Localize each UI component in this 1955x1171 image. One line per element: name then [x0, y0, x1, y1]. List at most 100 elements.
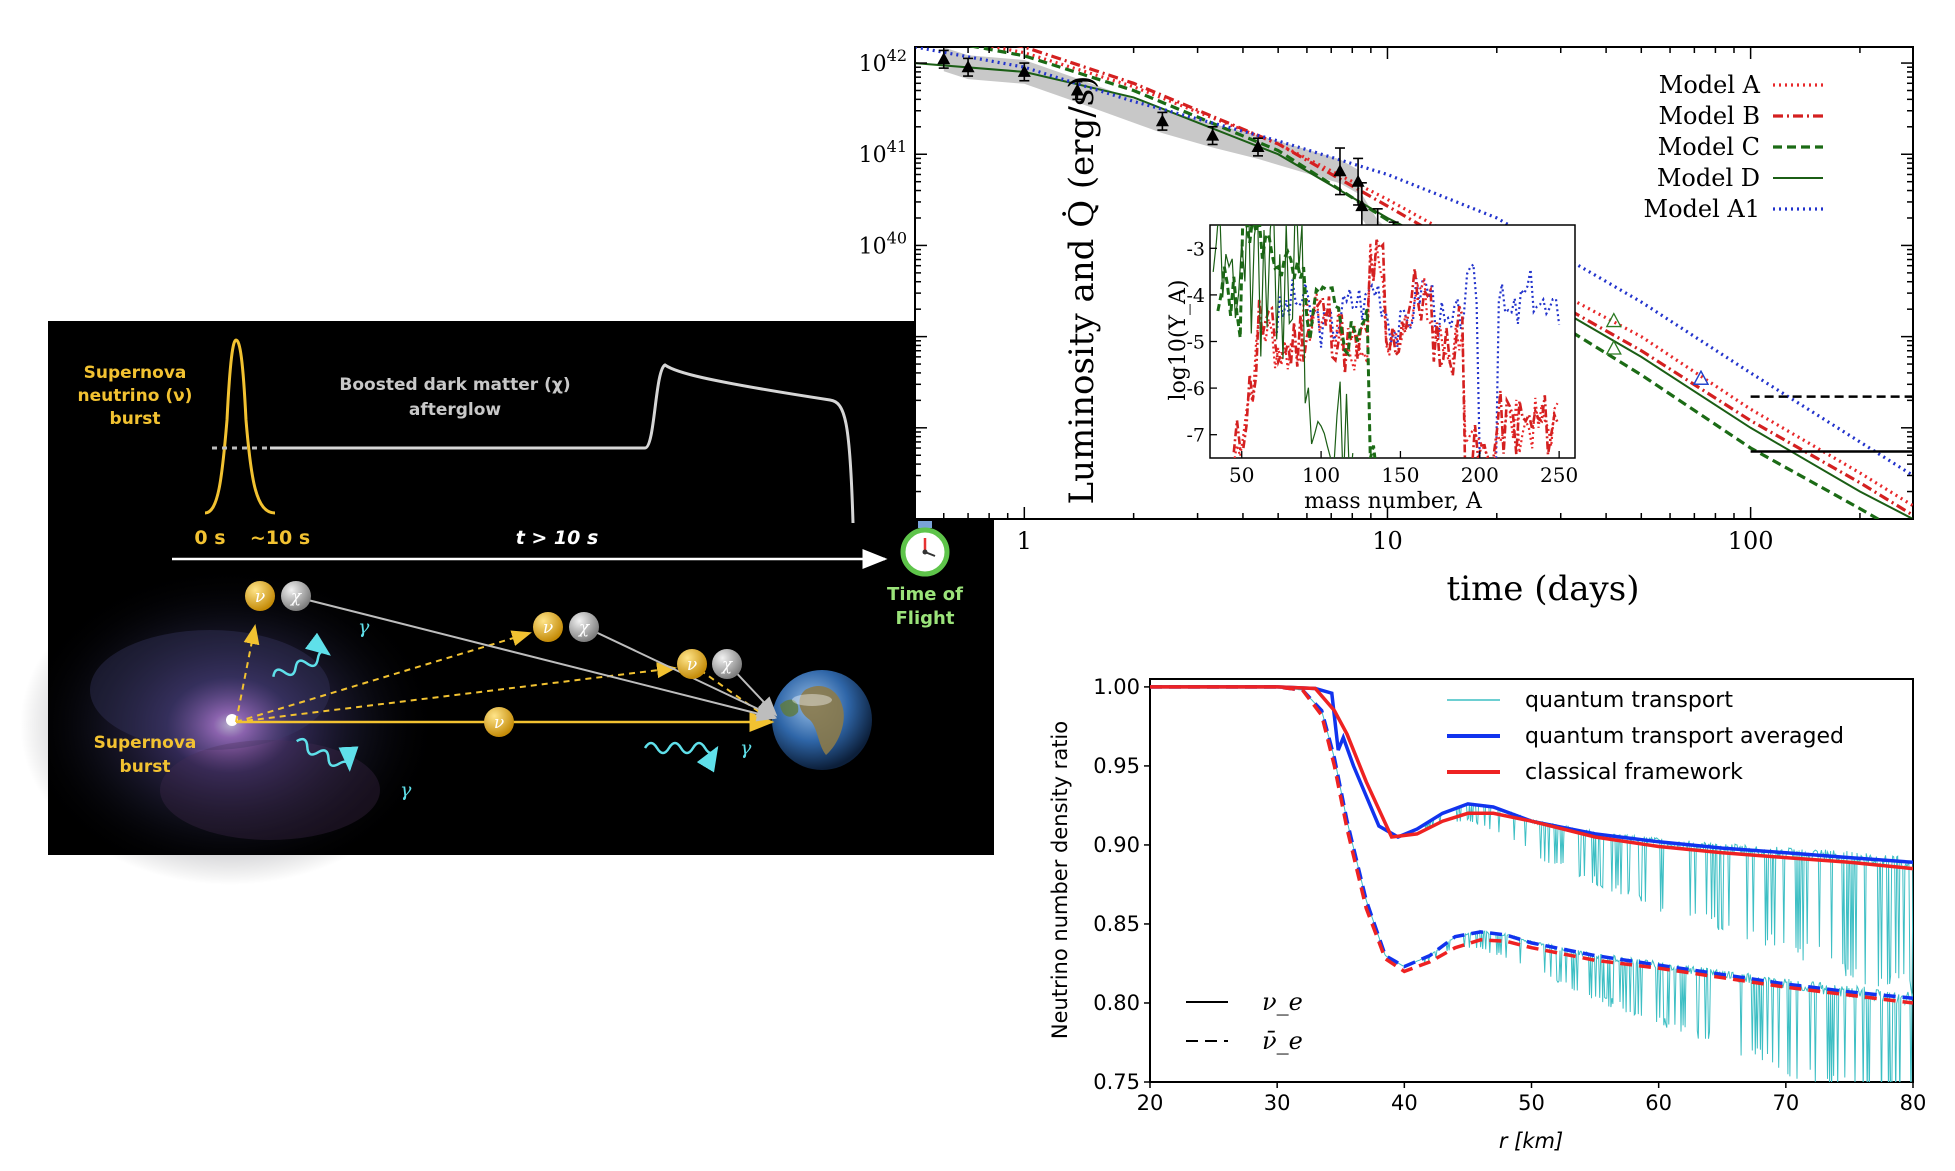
y-tick-label: 1042	[859, 46, 907, 77]
flavor-label: ν̄_e	[1262, 1027, 1303, 1055]
nu-particle: ν	[245, 581, 275, 611]
gamma-wave: γ	[643, 737, 752, 773]
y-tick-label: 1039	[859, 320, 907, 351]
data-point	[1017, 64, 1031, 77]
flavor-label: ν_e	[1262, 988, 1303, 1016]
x-tick-label: 10	[1372, 527, 1403, 555]
source-label-2: burst	[120, 757, 171, 777]
legend-label: Model D	[1657, 164, 1760, 192]
inset-x-tick-label: 250	[1540, 463, 1578, 487]
inset-y-tick-label: -7	[1186, 425, 1205, 447]
time-label-0s: 0 s	[194, 527, 225, 549]
chi-particle: χ	[281, 581, 311, 611]
x-tick-label: 100	[1728, 527, 1774, 555]
gamma-wave: γ	[296, 737, 412, 801]
x-tick-label: 80	[1900, 1091, 1927, 1115]
time-label-10s: ~10 s	[250, 527, 310, 549]
tof-label-2: Flight	[896, 608, 955, 629]
y-tick-label: 1038	[859, 411, 907, 442]
density-plot-frame	[1149, 678, 1914, 1083]
flavor-legend: ν_e ν̄_e	[1186, 988, 1303, 1055]
data-point	[1355, 199, 1369, 212]
abundance-inset: 50 100 150 200 250-3-4-5-6-7 mass number, A …	[1166, 224, 1578, 514]
nu-particle: ν	[484, 707, 514, 737]
y-tick-label: 0.95	[1093, 754, 1140, 778]
legend-label: Model A	[1659, 71, 1761, 99]
inset-x-tick-label: 100	[1302, 463, 1340, 487]
legend-label: quantum transport	[1525, 688, 1733, 713]
y-tick-label: 0.90	[1093, 833, 1140, 857]
svg-text:γ: γ	[400, 779, 412, 801]
inset-ylabel: log10(Y_A)	[1166, 280, 1191, 401]
upper-limit-point	[1605, 312, 1622, 328]
data-point	[1206, 128, 1220, 141]
data-point	[937, 52, 951, 65]
inset-x-tick-label: 150	[1381, 463, 1419, 487]
inset-y-tick-label: -4	[1186, 285, 1205, 307]
afterglow-label-2: afterglow	[409, 400, 502, 420]
nu-particle: ν	[533, 612, 563, 642]
y-tick-label: 1.00	[1093, 675, 1140, 699]
luminosity-chart: 1 10 100 1037 1038 1039 1040 1041 1042 time (day…	[859, 46, 1914, 609]
data-point	[1155, 114, 1169, 127]
data-point	[1070, 83, 1084, 96]
y-tick-label: 0.75	[1093, 1070, 1140, 1094]
afterglow-label-1: Boosted dark matter (χ)	[339, 375, 570, 395]
neutrino-pulse	[204, 338, 276, 515]
density-ratio-chart: 20 30 40 50 60 70 80 0.75 0.80 0.85 0.90 0.95 1.00 r…	[1048, 675, 1926, 1153]
svg-text:χ: χ	[721, 655, 734, 675]
inset-x-tick-label: 50	[1229, 463, 1254, 487]
series-classical-framework	[1150, 685, 1913, 1005]
svg-text:γ: γ	[358, 616, 370, 638]
svg-text:χ: χ	[290, 587, 303, 607]
density-ylabel: Neutrino number density ratio	[1048, 721, 1072, 1039]
stopwatch-icon	[900, 521, 950, 577]
pulse-label-3: burst	[110, 409, 161, 429]
density-xlabel: r [km]	[1499, 1129, 1563, 1153]
legend-label: classical framework	[1525, 760, 1743, 785]
gamma-wave: γ	[272, 616, 370, 677]
svg-text:γ: γ	[740, 737, 752, 759]
series-classical-framework	[1150, 685, 1913, 871]
x-tick-label: 20	[1137, 1091, 1164, 1115]
series-quantum-transport-averaged	[1150, 685, 1913, 1000]
legend-label: Model B	[1658, 102, 1760, 130]
illustration-panel: Supernova neutrino (ν) burst Boosted dar…	[20, 321, 994, 885]
svg-text:ν: ν	[687, 655, 697, 675]
data-point	[961, 60, 975, 73]
pulse-label-1: Supernova	[84, 363, 187, 383]
x-tick-label: 30	[1264, 1091, 1291, 1115]
inset-y-tick-label: -3	[1186, 238, 1205, 260]
x-tick-label: 50	[1518, 1091, 1545, 1115]
series-model-b	[1016, 47, 1913, 517]
x-tick-label: 70	[1772, 1091, 1799, 1115]
svg-text:ν: ν	[255, 587, 265, 607]
x-tick-label: 40	[1391, 1091, 1418, 1115]
y-tick-label: 0.80	[1093, 991, 1140, 1015]
chi-particle: χ	[569, 612, 599, 642]
y-tick-label: 1041	[859, 137, 907, 168]
y-tick-label: 0.85	[1093, 912, 1140, 936]
legend-label: Model A1	[1644, 195, 1761, 223]
data-point	[1333, 164, 1347, 177]
x-tick-label: 1	[1017, 527, 1032, 555]
inset-y-tick-label: -6	[1186, 378, 1205, 400]
inset-y-tick-label: -5	[1186, 332, 1205, 354]
earth-icon	[772, 670, 872, 770]
afterglow-curve	[270, 363, 855, 524]
data-point	[1251, 140, 1265, 153]
series-quantum-transport-averaged	[1150, 685, 1913, 865]
tof-label-1: Time of	[887, 584, 963, 605]
chi-particle: χ	[712, 649, 742, 679]
inset-xlabel: mass number, A	[1304, 489, 1483, 514]
upper-limit-point	[1605, 339, 1622, 355]
svg-text:χ: χ	[578, 618, 591, 638]
inset-series-d	[1212, 225, 1354, 458]
pulse-label-2: neutrino (ν)	[78, 386, 193, 406]
y-tick-label: 1040	[859, 228, 907, 259]
svg-text:ν: ν	[494, 713, 504, 733]
source-label-1: Supernova	[94, 733, 197, 753]
legend-label: quantum transport averaged	[1525, 724, 1844, 749]
luminosity-legend: Model A Model B Model C Model D Model A1	[1644, 71, 1823, 223]
